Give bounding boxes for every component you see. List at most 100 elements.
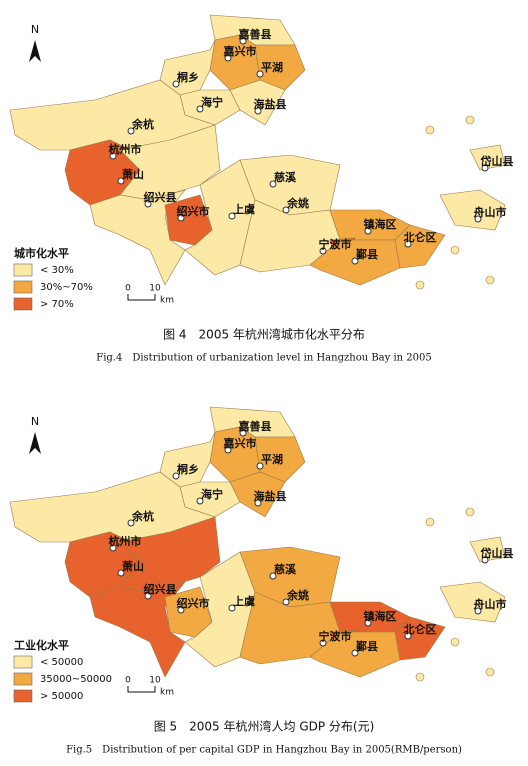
place-point — [196, 105, 204, 113]
place-point — [481, 556, 489, 564]
place-label: 海盐县 — [254, 97, 287, 111]
place-point — [254, 107, 262, 115]
place-point — [351, 257, 359, 265]
island — [450, 245, 460, 255]
place-point — [364, 619, 372, 627]
place-label: 余杭 — [131, 117, 154, 131]
legend-swatch — [13, 672, 33, 686]
place-label: 鄞县 — [356, 639, 378, 653]
legend-label: < 50000 — [40, 657, 83, 668]
legend-swatch — [13, 655, 33, 669]
scale-label: km — [160, 688, 174, 698]
region — [209, 34, 261, 91]
place-label: 舟山市 — [474, 597, 507, 611]
place-label: 北仑区 — [404, 230, 437, 244]
place-point — [256, 462, 264, 470]
region — [209, 426, 261, 483]
island — [415, 280, 425, 290]
legend-title: 工业化水平 — [14, 638, 69, 652]
region — [439, 189, 506, 231]
island — [465, 115, 475, 125]
place-label: 上虞 — [233, 202, 256, 216]
place-point — [144, 592, 152, 600]
place-label: 鄞县 — [356, 247, 378, 261]
caption-cn: 图 4 2005 年杭州湾城市化水平分布 — [163, 327, 365, 342]
place-point — [404, 240, 412, 248]
island — [465, 507, 475, 517]
legend-label: 35000~50000 — [40, 674, 112, 685]
place-point — [404, 632, 412, 640]
place-point — [254, 499, 262, 507]
place-label: 绍兴县 — [144, 582, 177, 596]
region — [469, 536, 506, 563]
island — [485, 667, 495, 677]
legend-swatch — [13, 263, 33, 277]
place-point — [117, 177, 125, 185]
place-label: 北仑区 — [404, 622, 437, 636]
place-label: 余姚 — [286, 196, 309, 210]
legend-label: < 30% — [40, 265, 74, 276]
place-label: 萧山 — [122, 167, 144, 181]
place-label: 嘉善县 — [238, 419, 272, 433]
place-label: 岱山县 — [480, 154, 514, 168]
island — [415, 672, 425, 682]
caption-en: Fig.5 Distribution of per capital GDP in… — [66, 745, 462, 756]
place-point — [228, 212, 236, 220]
place-label: 平湖 — [261, 60, 283, 74]
island — [485, 275, 495, 285]
place-label: 镇海区 — [364, 217, 397, 231]
place-point — [282, 206, 290, 214]
place-label: 绍兴市 — [177, 204, 210, 218]
place-label: 宁波市 — [319, 629, 352, 643]
place-point — [239, 37, 247, 45]
legend-swatch — [13, 297, 33, 311]
place-label: 杭州市 — [109, 534, 142, 548]
place-point — [319, 639, 327, 647]
place-point — [144, 200, 152, 208]
place-label: 平湖 — [261, 452, 283, 466]
place-label: 海盐县 — [254, 489, 287, 503]
region — [89, 189, 186, 286]
place-point — [481, 164, 489, 172]
place-label: 宁波市 — [319, 237, 352, 251]
place-point — [117, 569, 125, 577]
region — [89, 581, 186, 678]
scale-label: 10 — [149, 676, 161, 686]
place-point — [319, 247, 327, 255]
place-label: 余姚 — [286, 588, 309, 602]
place-point — [109, 152, 117, 160]
scale-label: km — [160, 296, 174, 306]
place-point — [109, 544, 117, 552]
place-point — [282, 598, 290, 606]
legend-label: > 70% — [40, 299, 74, 310]
region — [229, 471, 286, 518]
island — [425, 125, 435, 135]
legend-swatch — [13, 280, 33, 294]
place-point — [127, 519, 135, 527]
place-label: 慈溪 — [274, 562, 297, 576]
legend-swatch — [13, 689, 33, 703]
place-point — [474, 607, 482, 615]
place-label: 慈溪 — [274, 170, 297, 184]
region — [469, 144, 506, 171]
place-point — [196, 497, 204, 505]
place-label: 嘉善县 — [238, 27, 272, 41]
place-label: 余杭 — [131, 509, 154, 523]
north-label: N — [31, 415, 39, 428]
region — [229, 79, 286, 126]
place-label: 上虞 — [233, 594, 256, 608]
scale-bar — [127, 294, 156, 301]
place-label: 绍兴县 — [144, 190, 177, 204]
place-label: 海宁 — [201, 95, 223, 109]
place-point — [224, 446, 232, 454]
place-point — [172, 80, 180, 88]
place-point — [269, 180, 277, 188]
scale-label: 10 — [149, 284, 161, 294]
north-arrow — [29, 432, 41, 454]
place-point — [177, 606, 185, 614]
island — [425, 517, 435, 527]
place-label: 镇海区 — [364, 609, 397, 623]
